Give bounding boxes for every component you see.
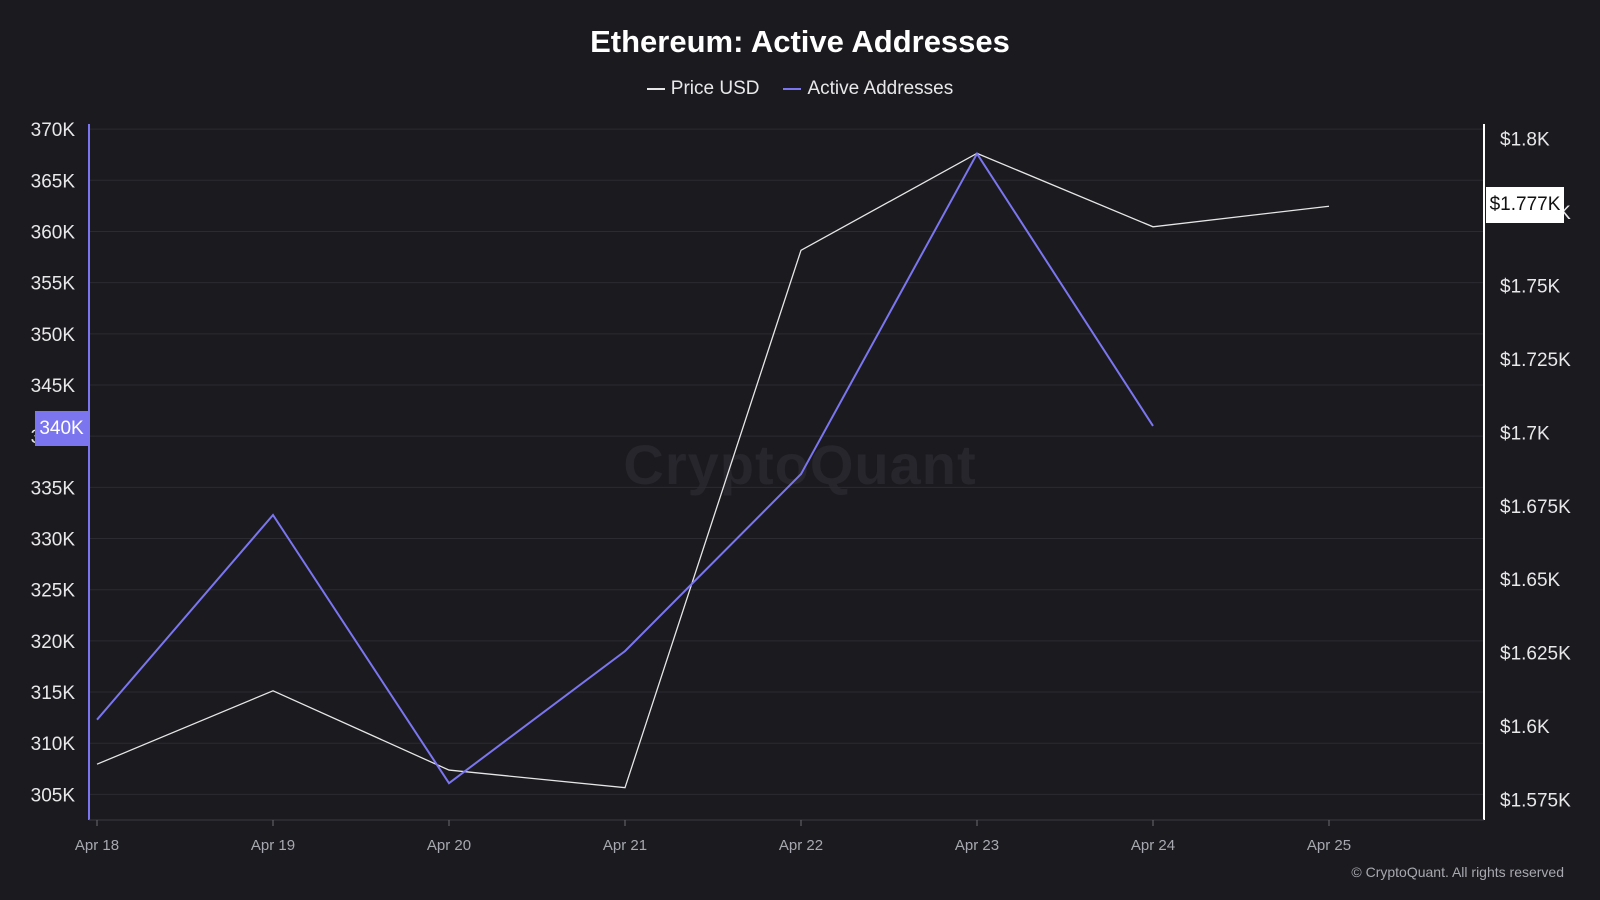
left-tick-label-6: 335K xyxy=(31,478,76,499)
right-tick-label-7: $1.75K xyxy=(1500,277,1561,298)
chart-legend: Price USD Active Addresses xyxy=(0,78,1600,100)
right-tick-label-5: $1.7K xyxy=(1500,423,1550,444)
legend-swatch-active xyxy=(783,88,802,90)
left-axis-value-badge: 340K xyxy=(35,411,88,446)
right-tick-label-9: $1.8K xyxy=(1500,130,1550,151)
x-tick-label-7: Apr 25 xyxy=(1307,837,1351,854)
legend-label-active: Active Addresses xyxy=(807,78,954,99)
left-tick-label-4: 325K xyxy=(31,581,76,602)
right-tick-label-6: $1.725K xyxy=(1500,350,1571,371)
x-tick-label-0: Apr 18 xyxy=(75,837,119,854)
x-tick-label-2: Apr 20 xyxy=(427,837,471,854)
left-tick-label-2: 315K xyxy=(31,683,76,704)
x-tick-label-3: Apr 21 xyxy=(603,837,647,854)
watermark: CryptoQuant xyxy=(623,433,977,496)
right-tick-label-4: $1.675K xyxy=(1500,497,1571,518)
copyright-notice: © CryptoQuant. All rights reserved xyxy=(1351,864,1564,880)
legend-swatch-price xyxy=(646,88,665,90)
left-tick-label-8: 345K xyxy=(31,376,76,397)
left-tick-label-13: 370K xyxy=(31,120,76,141)
left-tick-label-9: 350K xyxy=(31,325,76,346)
left-tick-label-11: 360K xyxy=(31,222,76,243)
legend-item-active[interactable]: Active Addresses xyxy=(783,78,953,100)
series-line-price-usd xyxy=(96,152,1330,789)
right-tick-label-3: $1.65K xyxy=(1500,570,1561,591)
left-tick-label-1: 310K xyxy=(31,734,76,755)
chart-title: Ethereum: Active Addresses xyxy=(590,24,1010,59)
right-tick-label-2: $1.625K xyxy=(1500,644,1571,665)
right-axis-value-badge: $1.777K xyxy=(1486,187,1564,223)
left-tick-label-10: 355K xyxy=(31,274,76,295)
left-tick-label-12: 365K xyxy=(31,171,76,192)
left-tick-label-5: 330K xyxy=(31,530,76,551)
right-tick-label-1: $1.6K xyxy=(1500,717,1550,738)
x-tick-label-6: Apr 24 xyxy=(1131,837,1175,854)
legend-item-price[interactable]: Price USD xyxy=(646,78,760,100)
legend-label-price: Price USD xyxy=(670,78,760,99)
right-tick-label-0: $1.575K xyxy=(1500,790,1571,811)
series-line-active-addresses xyxy=(96,151,1154,785)
left-tick-label-0: 305K xyxy=(31,785,76,806)
x-tick-label-5: Apr 23 xyxy=(955,837,999,854)
x-tick-label-4: Apr 22 xyxy=(779,837,823,854)
x-tick-label-1: Apr 19 xyxy=(251,837,295,854)
left-tick-label-3: 320K xyxy=(31,632,76,653)
